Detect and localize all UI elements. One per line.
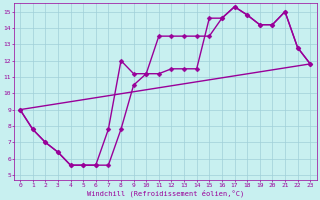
X-axis label: Windchill (Refroidissement éolien,°C): Windchill (Refroidissement éolien,°C) <box>86 189 244 197</box>
